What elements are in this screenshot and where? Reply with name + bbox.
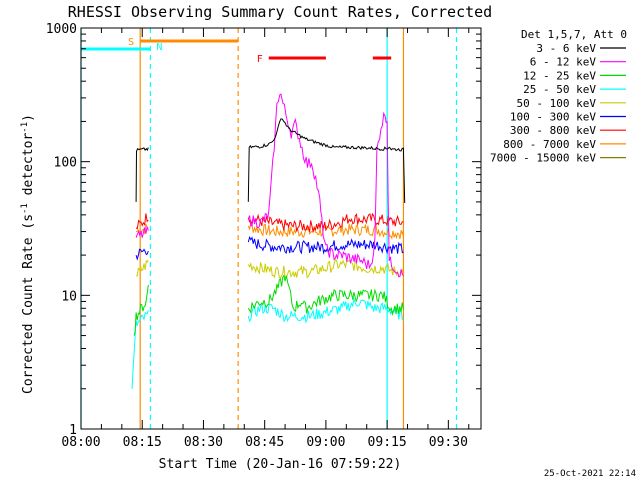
- y-tick-label: 10: [61, 289, 77, 304]
- y-axis-label: Corrected Count Rate (s-1 detector-1): [20, 114, 36, 394]
- legend-entry-label: 800 - 7000 keV: [503, 138, 596, 151]
- x-tick-label: 08:45: [245, 435, 284, 450]
- series-line: [135, 223, 149, 237]
- y-tick-label: 100: [54, 156, 77, 171]
- y-tick-label: 1000: [46, 22, 77, 37]
- x-tick-label: 08:00: [61, 435, 100, 450]
- legend-entry-label: 6 - 12 keV: [530, 56, 597, 69]
- series-line: [135, 226, 149, 238]
- series-line: [135, 213, 149, 230]
- legend-header: Det 1,5,7, Att 0: [521, 28, 627, 41]
- y-axis-label-main: Corrected Count Rate (s: [21, 214, 36, 394]
- x-tick-label: 09:00: [306, 435, 345, 450]
- series-line: [135, 248, 149, 261]
- series-line: [135, 147, 149, 202]
- flag-label: N: [156, 42, 162, 53]
- series-line: [136, 259, 149, 277]
- x-tick-label: 08:30: [184, 435, 223, 450]
- series-line: [247, 297, 404, 324]
- series-line: [247, 258, 404, 279]
- legend-entry-label: 50 - 100 keV: [517, 97, 597, 110]
- y-tick-label: 1: [69, 423, 77, 438]
- legend-entry-label: 300 - 800 keV: [510, 124, 596, 137]
- chart-title: RHESSI Observing Summary Count Rates, Co…: [68, 3, 492, 21]
- series-line: [247, 93, 404, 278]
- y-axis-label-end: ): [21, 114, 36, 122]
- legend-entry-label: 12 - 25 keV: [523, 69, 596, 82]
- series-line: [247, 222, 404, 240]
- plot-area: [80, 28, 458, 429]
- axes: 1 10 100 1000 08:00 08:15 08:30 08:45 09:00 09:15…: [46, 22, 482, 450]
- series-line: [247, 235, 404, 255]
- x-tick-label: 09:30: [429, 435, 468, 450]
- timestamp: 25-Oct-2021 22:14: [544, 469, 636, 479]
- series-line: [247, 118, 406, 204]
- series-line: [131, 310, 149, 389]
- legend-entry-label: 3 - 6 keV: [536, 42, 596, 55]
- x-tick-label: 08:15: [123, 435, 162, 450]
- series-line: [247, 274, 404, 317]
- series-line: [133, 284, 149, 336]
- series-line: [247, 212, 404, 232]
- y-axis-label-sup1: -1: [20, 203, 30, 214]
- legend-entry-label: 7000 - 15000 keV: [490, 152, 596, 165]
- y-axis-label-mid: detector: [21, 133, 36, 204]
- legend-entry-label: 25 - 50 keV: [523, 83, 596, 96]
- flag-label: F: [257, 54, 263, 65]
- flag-label: S: [128, 37, 134, 48]
- x-tick-label: 09:15: [368, 435, 407, 450]
- x-axis-label: Start Time (20-Jan-16 07:59:22): [159, 457, 402, 472]
- y-axis-label-sup2: -1: [20, 122, 30, 133]
- flag-bars: S N F: [81, 37, 392, 65]
- plot-frame: [80, 27, 482, 430]
- legend-entry-label: 100 - 300 keV: [510, 111, 596, 124]
